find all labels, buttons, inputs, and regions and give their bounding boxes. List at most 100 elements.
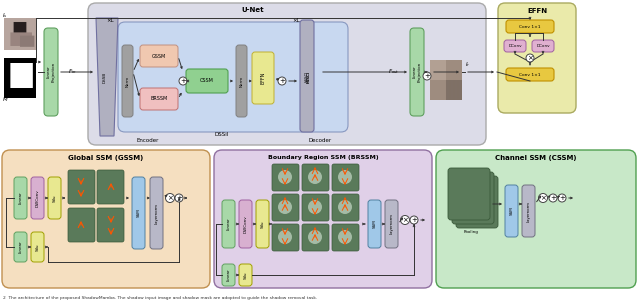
FancyBboxPatch shape [522,185,535,237]
FancyBboxPatch shape [272,224,299,251]
Circle shape [175,194,183,202]
Polygon shape [96,18,118,136]
Circle shape [338,230,352,244]
FancyBboxPatch shape [452,172,494,224]
FancyBboxPatch shape [44,28,58,116]
Text: Decoder: Decoder [308,137,332,143]
FancyBboxPatch shape [498,3,576,113]
FancyBboxPatch shape [31,232,44,262]
FancyBboxPatch shape [332,194,359,221]
Circle shape [558,194,566,202]
Circle shape [423,72,431,80]
FancyBboxPatch shape [122,45,133,117]
FancyBboxPatch shape [132,177,145,249]
Text: +: + [550,195,556,201]
FancyBboxPatch shape [88,3,486,145]
Text: U-Net: U-Net [242,7,264,13]
FancyBboxPatch shape [140,88,178,110]
Text: DSSiI: DSSiI [215,131,229,137]
FancyBboxPatch shape [410,28,424,116]
Text: EFFN: EFFN [527,8,547,14]
Text: DSSB: DSSB [103,71,107,83]
Text: CSSM: CSSM [200,79,214,83]
Text: ×: × [167,195,173,201]
Text: hSSCI: hSSCI [305,70,309,82]
Text: Norm: Norm [239,76,243,87]
Circle shape [410,216,418,224]
Text: DConv: DConv [508,44,522,48]
FancyBboxPatch shape [504,40,526,52]
FancyBboxPatch shape [256,200,269,248]
Text: BRSSM: BRSSM [150,97,168,101]
FancyBboxPatch shape [332,224,359,251]
Circle shape [278,200,292,214]
FancyBboxPatch shape [448,168,490,220]
Circle shape [278,230,292,244]
FancyBboxPatch shape [2,150,210,288]
Circle shape [308,200,322,214]
Circle shape [278,77,286,85]
Circle shape [338,200,352,214]
Text: $M$: $M$ [2,95,8,103]
Text: Linear
Projection: Linear Projection [47,62,55,82]
Text: $I_s$: $I_s$ [2,11,8,21]
Text: Global SSM (GSSM): Global SSM (GSSM) [68,155,143,161]
Text: 2  The architecture of the proposed ShadowMamba. The shadow input image and shad: 2 The architecture of the proposed Shado… [3,296,317,300]
FancyBboxPatch shape [14,177,27,219]
Text: Pooling: Pooling [463,230,479,234]
FancyBboxPatch shape [506,68,554,81]
Text: +: + [559,195,565,201]
Text: SSM: SSM [509,207,513,215]
Text: $F_{out}$: $F_{out}$ [388,68,400,76]
Circle shape [526,54,534,62]
Text: Layernorm: Layernorm [390,214,394,234]
FancyBboxPatch shape [97,170,124,204]
FancyBboxPatch shape [48,177,61,219]
FancyBboxPatch shape [222,264,235,286]
FancyBboxPatch shape [140,45,178,67]
Text: Silu: Silu [260,220,264,228]
FancyBboxPatch shape [239,200,252,248]
FancyBboxPatch shape [506,20,554,33]
FancyBboxPatch shape [532,40,554,52]
Circle shape [179,77,187,85]
Circle shape [338,170,352,184]
Text: Linear: Linear [227,268,230,281]
FancyBboxPatch shape [505,185,518,237]
Text: Silu: Silu [35,243,40,251]
FancyBboxPatch shape [97,208,124,242]
FancyBboxPatch shape [31,177,44,219]
Circle shape [308,230,322,244]
FancyBboxPatch shape [186,69,228,93]
FancyBboxPatch shape [332,164,359,191]
Text: GSSM: GSSM [152,53,166,59]
Text: +: + [279,78,285,84]
Text: $F_{in}$: $F_{in}$ [68,68,76,76]
Text: ×: × [402,217,408,223]
FancyBboxPatch shape [150,177,163,249]
FancyBboxPatch shape [272,164,299,191]
Circle shape [538,194,547,203]
Circle shape [549,194,557,202]
Text: ×: × [527,55,533,61]
FancyBboxPatch shape [222,200,235,248]
FancyBboxPatch shape [436,150,636,288]
Text: hSSCı: hSSCı [307,71,311,83]
Circle shape [278,170,292,184]
Text: ×: × [540,195,546,201]
Text: +: + [176,195,182,201]
FancyBboxPatch shape [456,176,498,228]
FancyBboxPatch shape [272,194,299,221]
Text: DWConv: DWConv [243,215,248,233]
Text: SSM: SSM [136,209,141,217]
Text: Linear: Linear [19,192,22,204]
FancyBboxPatch shape [385,200,398,248]
FancyBboxPatch shape [239,264,252,286]
Text: Linear: Linear [19,241,22,253]
Text: Boundary Region SSM (BRSSM): Boundary Region SSM (BRSSM) [268,156,378,160]
Text: Linear
Projection: Linear Projection [413,62,421,82]
Text: Silu: Silu [52,194,56,202]
Text: Silu: Silu [243,271,248,279]
FancyBboxPatch shape [68,170,95,204]
Text: DWConv: DWConv [35,189,40,207]
